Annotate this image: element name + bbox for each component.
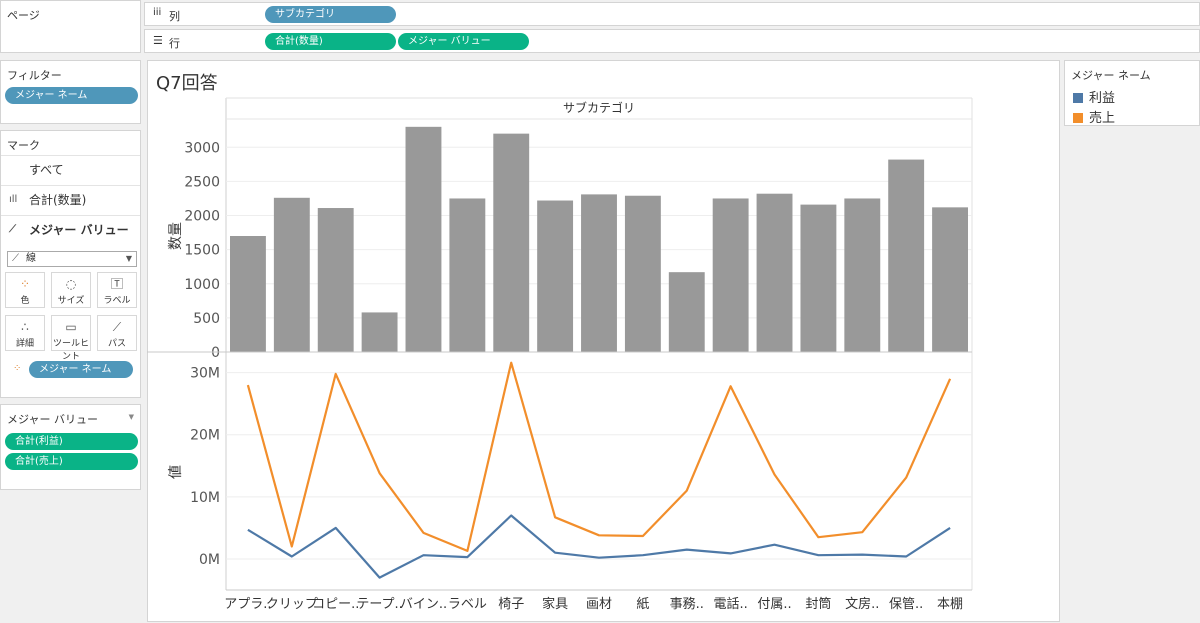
color-button-label: 色 [20, 296, 30, 306]
worksheet: Q7回答 [147, 60, 1060, 622]
rows-pill-measure-values[interactable]: メジャー バリュー [398, 33, 529, 50]
color-pill-icon: ⁘ [13, 363, 22, 374]
chevron-down-icon: ▼ [125, 254, 132, 263]
pages-panel: ページ [0, 0, 141, 53]
marks-tab-all[interactable]: すべて [1, 155, 140, 183]
legend-label-sales: 売上 [1089, 111, 1116, 126]
measure-pill-sum-profit[interactable]: 合計(利益) [5, 433, 138, 450]
label-button[interactable]: 🅃 ラベル [97, 272, 137, 308]
detail-button[interactable]: ∴ 詳細 [5, 315, 45, 351]
rows-pill-sum-quantity[interactable]: 合計(数量) [265, 33, 396, 50]
bar-chart-icon: ıll [9, 194, 18, 205]
measure-values-panel-title: メジャー バリュー [7, 413, 98, 426]
legend-item-sales[interactable]: 売上 [1073, 107, 1115, 126]
label-button-label: ラベル [103, 296, 131, 306]
path-button[interactable]: ⟋ パス [97, 315, 137, 351]
line-chart-icon: ⟋ [9, 224, 16, 235]
tooltip-icon: ▭ [65, 320, 77, 334]
chevron-down-icon[interactable]: ▼ [128, 413, 134, 421]
marks-panel-title: マーク [7, 139, 40, 152]
path-icon: ⟋ [112, 320, 122, 334]
tooltip-button-label: ツールヒント [52, 339, 89, 362]
legend-swatch-profit [1073, 93, 1083, 103]
filter-pill-measure-names[interactable]: メジャー ネーム [5, 87, 138, 104]
line-mark-icon: ⟋ [12, 253, 19, 264]
legend-swatch-sales [1073, 113, 1083, 123]
path-button-label: パス [107, 339, 126, 349]
rows-shelf[interactable]: ☰ 行 合計(数量) メジャー バリュー [144, 29, 1200, 53]
columns-icon: iii [153, 7, 162, 18]
marks-tab-measure-values-label: メジャー バリュー [29, 223, 129, 237]
marks-tab-measure-values[interactable]: ⟋ メジャー バリュー [1, 215, 140, 243]
columns-shelf-label: 列 [169, 10, 180, 23]
columns-shelf[interactable]: iii 列 サブカテゴリ [144, 2, 1200, 26]
color-button[interactable]: ⁘ 色 [5, 272, 45, 308]
color-icon: ⁘ [19, 277, 31, 291]
filters-panel-title: フィルター [7, 69, 62, 82]
rows-shelf-label: 行 [169, 37, 180, 50]
detail-button-label: 詳細 [15, 339, 34, 349]
measure-pill-sum-sales[interactable]: 合計(売上) [5, 453, 138, 470]
sheet-title: Q7回答 [156, 73, 218, 94]
legend-title: メジャー ネーム [1071, 69, 1151, 82]
size-button[interactable]: ◌ サイズ [51, 272, 91, 308]
marks-panel: マーク すべて ıll 合計(数量) ⟋ メジャー バリュー ⟋ 線 ▼ ⁘ 色… [0, 130, 141, 398]
columns-pill-subcategory[interactable]: サブカテゴリ [265, 6, 396, 23]
filters-panel: フィルター メジャー ネーム [0, 60, 141, 124]
rows-icon: ☰ [153, 34, 163, 47]
legend-panel: メジャー ネーム 利益 売上 [1064, 60, 1200, 126]
size-button-label: サイズ [57, 296, 85, 306]
size-icon: ◌ [65, 277, 77, 291]
measure-values-panel: メジャー バリュー ▼ 合計(利益) 合計(売上) [0, 404, 141, 490]
mark-type-dropdown[interactable]: ⟋ 線 ▼ [7, 251, 137, 267]
label-icon: 🅃 [110, 277, 123, 291]
mark-type-value: 線 [26, 253, 36, 264]
legend-label-profit: 利益 [1089, 91, 1116, 106]
detail-icon: ∴ [21, 320, 29, 334]
marks-tab-sum-quantity[interactable]: ıll 合計(数量) [1, 185, 140, 213]
marks-tab-sum-quantity-label: 合計(数量) [29, 193, 87, 207]
pages-panel-title: ページ [7, 9, 40, 22]
legend-item-profit[interactable]: 利益 [1073, 87, 1115, 106]
marks-tab-all-label: すべて [29, 163, 64, 177]
tooltip-button[interactable]: ▭ ツールヒント [51, 315, 91, 362]
color-pill-measure-names[interactable]: メジャー ネーム [29, 361, 133, 378]
